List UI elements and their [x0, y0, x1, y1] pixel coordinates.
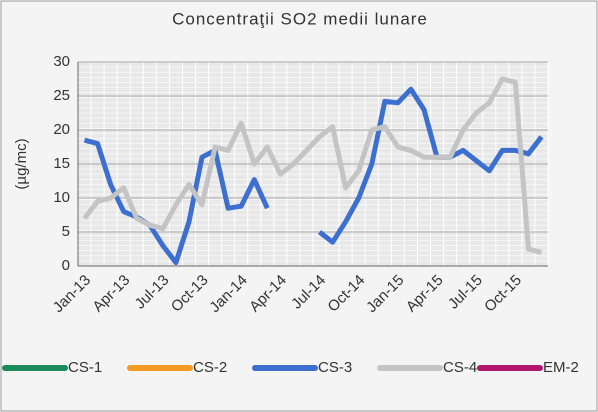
- y-axis-label: (µg/mc): [13, 138, 30, 189]
- y-tick-label: 15: [53, 155, 70, 172]
- legend-label: CS-3: [318, 359, 352, 376]
- legend-label: CS-1: [68, 359, 102, 376]
- y-tick-label: 10: [53, 189, 70, 206]
- y-tick-label: 30: [53, 53, 70, 70]
- chart-title: Concentraţii SO2 medii lunare: [172, 9, 428, 28]
- y-tick-label: 0: [62, 257, 70, 274]
- legend-label: CS-2: [193, 359, 227, 376]
- legend-label: EM-2: [543, 359, 579, 376]
- y-tick-label: 20: [53, 121, 70, 138]
- legend-label: CS-4: [443, 359, 477, 376]
- y-tick-label: 5: [62, 223, 70, 240]
- data-line: [82, 76, 543, 255]
- y-tick-label: 25: [53, 87, 70, 104]
